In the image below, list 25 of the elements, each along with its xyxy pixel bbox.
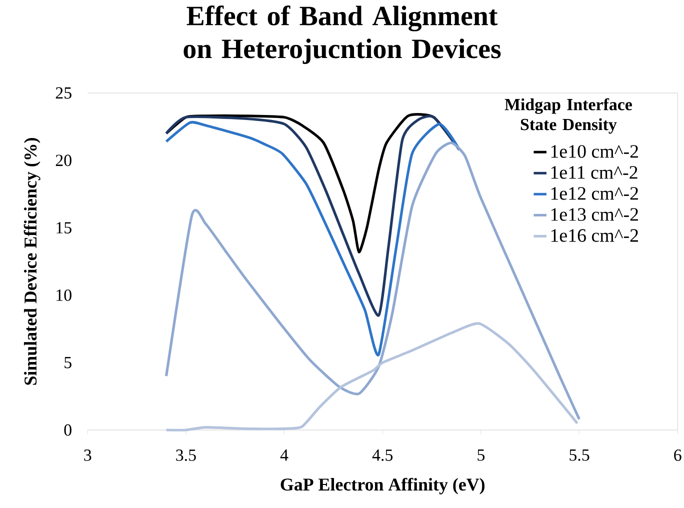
x-tick-label: 3 <box>84 450 92 461</box>
y-tick-label: 0 <box>64 424 72 436</box>
legend-label: 1e16 cm^-2 <box>551 229 638 242</box>
legend-label: 1e10 cm^-2 <box>551 145 638 158</box>
x-tick-label: 5.5 <box>570 450 590 461</box>
x-tick-label: 4.5 <box>372 450 393 461</box>
y-tick-label: 10 <box>56 289 72 301</box>
x-tick-label: 5 <box>478 450 485 461</box>
line-series <box>164 322 579 432</box>
x-tick-label: 6 <box>674 450 682 461</box>
legend-label: 1e11 cm^-2 <box>551 166 638 179</box>
y-tick-label: 15 <box>56 222 72 234</box>
legend-title: Midgap Interface State Density <box>504 98 632 134</box>
legend-label: 1e13 cm^-2 <box>551 208 638 221</box>
y-tick-label: 20 <box>56 154 72 166</box>
x-tick-label: 3.5 <box>176 450 196 461</box>
y-axis-title: Simulated Device Efficiency (%) <box>24 138 40 385</box>
y-tick-label: 5 <box>64 356 72 368</box>
line-series <box>164 114 461 317</box>
line-series <box>164 120 461 356</box>
x-axis-title: GaP Electron Affinity (eV) <box>280 478 484 494</box>
y-tick-label: 25 <box>56 87 72 99</box>
chart-title: Effect of Band Alignment on Heterojucntion Devices <box>184 6 501 64</box>
legend-label: 1e12 cm^-2 <box>551 187 638 200</box>
x-tick-label: 4 <box>280 450 288 461</box>
